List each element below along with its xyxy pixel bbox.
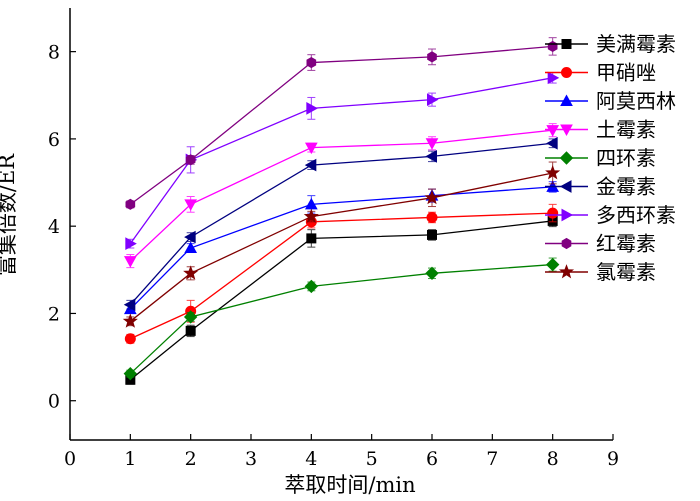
data-point <box>123 256 137 268</box>
series-line <box>129 45 553 205</box>
series-8 <box>125 37 558 210</box>
legend-label: 红霉素 <box>596 232 656 256</box>
x-tick-label: 5 <box>366 448 378 470</box>
y-axis-title: 富集倍数/ER <box>0 153 19 276</box>
legend-marker <box>559 151 574 165</box>
legend-item: 阿莫西林 <box>545 89 676 113</box>
legend-label: 氯霉素 <box>596 260 656 284</box>
data-point <box>306 233 317 244</box>
legend-label: 多西环素 <box>596 203 676 227</box>
data-point <box>547 40 558 52</box>
data-point <box>427 51 437 63</box>
legend-label: 四环素 <box>596 146 656 170</box>
x-tick-label: 8 <box>547 448 559 470</box>
series-line <box>129 142 553 306</box>
data-point <box>306 102 318 115</box>
series-6 <box>123 136 558 312</box>
data-point <box>185 325 196 336</box>
data-point <box>123 298 136 312</box>
data-point <box>125 198 136 210</box>
data-point <box>123 366 138 381</box>
y-tick-label: 0 <box>48 391 60 413</box>
series-layer <box>122 37 561 385</box>
data-point <box>547 71 560 85</box>
legend-marker <box>560 124 573 137</box>
x-tick-label: 3 <box>245 448 257 470</box>
legend-label: 美满霉素 <box>596 32 676 56</box>
data-point <box>183 265 199 280</box>
data-point <box>304 158 317 172</box>
legend-marker <box>561 67 572 78</box>
axes: 0 1 2 3 4 5 6 7 8 9 0 2 4 6 8 <box>48 8 619 470</box>
x-tick-label: 6 <box>426 448 438 470</box>
legend-label: 土霉素 <box>596 118 656 142</box>
legend-marker <box>560 94 573 106</box>
data-point <box>124 333 136 345</box>
data-point <box>184 230 196 244</box>
data-point <box>547 207 559 219</box>
legend-item: 红霉素 <box>545 232 656 256</box>
legend-label: 金霉素 <box>596 175 656 199</box>
data-point <box>546 125 560 137</box>
data-point <box>185 154 196 166</box>
data-point <box>183 310 198 324</box>
legend-item: 四环素 <box>545 146 656 170</box>
data-point <box>303 208 319 223</box>
legend-item: 金霉素 <box>545 175 656 199</box>
legend-item: 氯霉素 <box>545 260 656 284</box>
data-point <box>427 93 439 106</box>
data-point <box>427 229 437 240</box>
x-tick-label: 9 <box>607 448 619 470</box>
x-tick-label: 4 <box>305 448 317 470</box>
y-tick-label: 4 <box>48 216 60 238</box>
data-point <box>425 138 439 150</box>
data-point <box>425 266 439 281</box>
series-4 <box>123 123 560 269</box>
data-point <box>304 279 319 294</box>
data-point <box>306 56 317 69</box>
data-point <box>125 237 137 250</box>
data-point <box>122 313 138 328</box>
y-tick-label: 2 <box>48 303 60 325</box>
data-point <box>424 189 440 205</box>
x-tick-label: 0 <box>64 448 76 470</box>
series-9 <box>122 161 561 328</box>
data-point <box>184 199 198 211</box>
legend-item: 美满霉素 <box>545 32 676 56</box>
data-point <box>425 150 437 163</box>
x-axis-title: 萃取时间/min <box>284 473 415 497</box>
legend-item: 土霉素 <box>545 118 656 142</box>
legend-marker <box>561 39 572 49</box>
legend-label: 甲硝唑 <box>596 61 656 85</box>
legend-marker <box>559 180 572 193</box>
legend-label: 阿莫西林 <box>596 89 676 113</box>
legend-marker <box>561 208 574 222</box>
data-point <box>545 257 560 272</box>
legend-item: 多西环素 <box>545 203 676 227</box>
legend-item: 甲硝唑 <box>545 61 656 85</box>
data-point <box>184 241 198 253</box>
series-5 <box>123 257 560 381</box>
data-point <box>546 136 558 150</box>
legend-marker <box>561 237 572 250</box>
x-tick-label: 7 <box>486 448 498 470</box>
data-point <box>545 165 561 180</box>
y-tick-label: 8 <box>48 42 60 64</box>
x-tick-label: 2 <box>185 448 197 470</box>
x-tick-label: 1 <box>124 448 136 470</box>
data-point <box>304 142 318 155</box>
y-tick-label: 6 <box>48 129 60 151</box>
legend-marker <box>558 264 575 279</box>
data-point <box>426 211 438 223</box>
